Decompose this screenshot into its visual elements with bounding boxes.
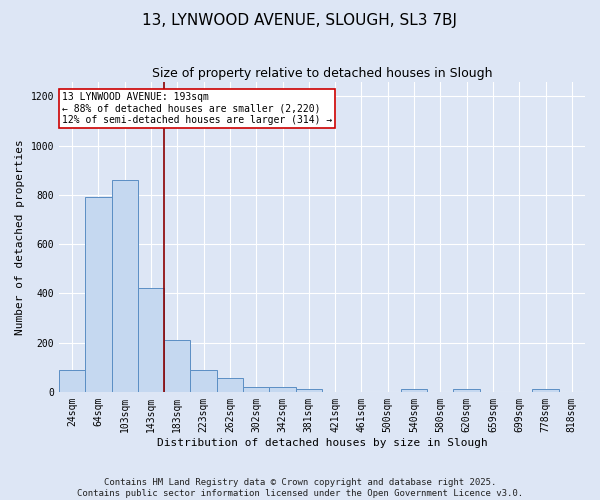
Text: Contains HM Land Registry data © Crown copyright and database right 2025.
Contai: Contains HM Land Registry data © Crown c… bbox=[77, 478, 523, 498]
Bar bbox=[296, 390, 322, 392]
Bar bbox=[401, 390, 427, 392]
Bar bbox=[85, 198, 112, 392]
Bar bbox=[532, 390, 559, 392]
Title: Size of property relative to detached houses in Slough: Size of property relative to detached ho… bbox=[152, 68, 492, 80]
Text: 13, LYNWOOD AVENUE, SLOUGH, SL3 7BJ: 13, LYNWOOD AVENUE, SLOUGH, SL3 7BJ bbox=[143, 12, 458, 28]
Bar bbox=[164, 340, 190, 392]
Bar bbox=[190, 370, 217, 392]
Bar bbox=[217, 378, 243, 392]
Text: 13 LYNWOOD AVENUE: 193sqm
← 88% of detached houses are smaller (2,220)
12% of se: 13 LYNWOOD AVENUE: 193sqm ← 88% of detac… bbox=[62, 92, 332, 124]
Bar bbox=[112, 180, 138, 392]
Bar bbox=[243, 387, 269, 392]
Bar bbox=[454, 390, 480, 392]
Bar bbox=[269, 387, 296, 392]
Bar bbox=[138, 288, 164, 392]
X-axis label: Distribution of detached houses by size in Slough: Distribution of detached houses by size … bbox=[157, 438, 487, 448]
Bar bbox=[59, 370, 85, 392]
Y-axis label: Number of detached properties: Number of detached properties bbox=[15, 139, 25, 334]
